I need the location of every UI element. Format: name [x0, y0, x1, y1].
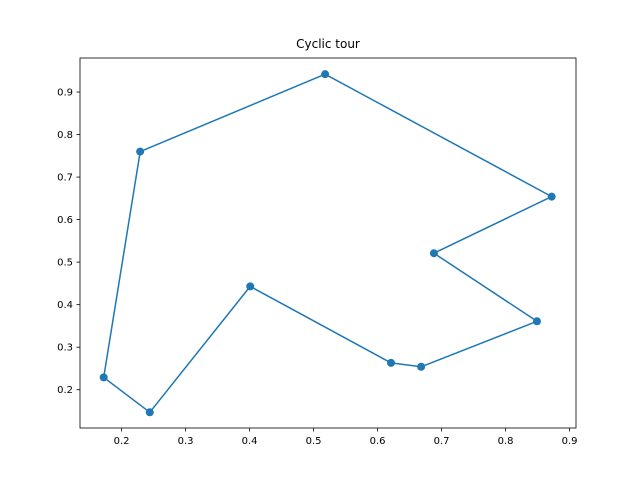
- x-tick-label: 0.6: [370, 436, 386, 447]
- plot-frame: [79, 57, 577, 429]
- y-tick-label: 0.5: [57, 258, 73, 269]
- y-tick-label: 0.7: [57, 173, 73, 184]
- x-axis: 0.2 0.3 0.4 0.5 0.6 0.7 0.8 0.9: [114, 428, 578, 447]
- tour-point: [145, 408, 154, 417]
- tour-point: [321, 70, 330, 79]
- tour-point: [136, 147, 145, 156]
- x-tick-label: 0.9: [562, 436, 578, 447]
- tour-point: [246, 282, 255, 291]
- y-tick-label: 0.9: [57, 88, 73, 99]
- y-tick-label: 0.2: [57, 385, 73, 396]
- tour-point: [387, 358, 396, 367]
- tour-point: [417, 362, 426, 371]
- x-tick-label: 0.7: [434, 436, 450, 447]
- tour-point: [532, 317, 541, 326]
- x-tick-label: 0.3: [178, 436, 194, 447]
- y-tick-label: 0.4: [57, 300, 73, 311]
- tour-point: [547, 192, 556, 201]
- y-axis: 0.2 0.3 0.4 0.5 0.6 0.7 0.8 0.9: [57, 88, 80, 396]
- x-tick-label: 0.2: [114, 436, 130, 447]
- tour-markers: [99, 70, 556, 417]
- x-tick-label: 0.8: [498, 436, 514, 447]
- chart-title: Cyclic tour: [296, 37, 360, 51]
- x-tick-label: 0.5: [306, 436, 322, 447]
- plot-area: [99, 70, 556, 417]
- tour-point: [429, 249, 438, 258]
- x-tick-label: 0.4: [242, 436, 258, 447]
- tour-point: [99, 373, 108, 382]
- y-tick-label: 0.3: [57, 343, 73, 354]
- y-tick-label: 0.8: [57, 130, 73, 141]
- y-tick-label: 0.6: [57, 215, 73, 226]
